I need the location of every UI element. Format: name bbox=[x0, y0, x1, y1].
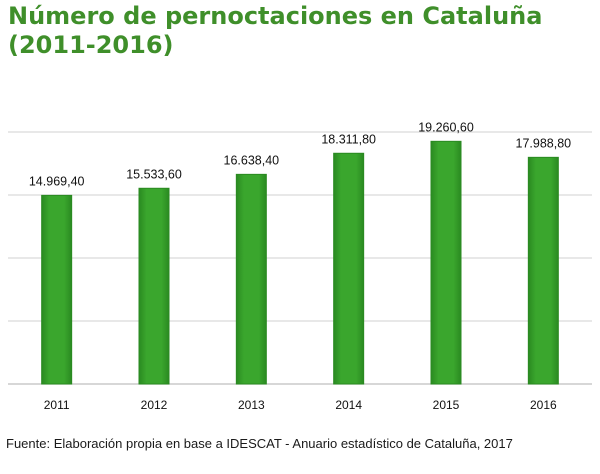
x-tick-label-2016: 2016 bbox=[530, 398, 557, 412]
value-label-2012: 15.533,60 bbox=[126, 167, 182, 181]
x-tick-label-2012: 2012 bbox=[141, 398, 168, 412]
x-tick-label-2011: 2011 bbox=[44, 398, 70, 412]
value-label-2014: 18.311,80 bbox=[321, 132, 376, 146]
bars bbox=[41, 140, 559, 385]
value-label-2011: 14.969,40 bbox=[29, 174, 85, 188]
chart-title-line-2: (2011-2016) bbox=[8, 31, 174, 59]
bar-2013 bbox=[235, 173, 267, 385]
source-note: Fuente: Elaboración propia en base a IDE… bbox=[6, 436, 513, 451]
bar-2015 bbox=[430, 140, 462, 385]
chart-title: Número de pernoctaciones en Cataluña (20… bbox=[8, 2, 598, 60]
bar-2011 bbox=[41, 194, 73, 385]
chart-title-line-1: Número de pernoctaciones en Cataluña bbox=[8, 2, 543, 30]
gridlines bbox=[8, 131, 592, 385]
bar-2016 bbox=[527, 156, 559, 385]
bar-2012 bbox=[138, 187, 170, 385]
value-labels: 14.969,40 15.533,60 16.638,40 18.311,80 19.2… bbox=[29, 120, 571, 188]
value-label-2016: 17.988,80 bbox=[516, 136, 572, 150]
value-label-2013: 16.638,40 bbox=[224, 153, 280, 167]
x-tick-label-2013: 2013 bbox=[238, 398, 265, 412]
x-tick-label-2014: 2014 bbox=[335, 398, 362, 412]
bar-2014 bbox=[333, 152, 365, 385]
x-tick-label-2015: 2015 bbox=[433, 398, 460, 412]
x-axis-tick-labels: 2011 2012 2013 2014 2015 2016 bbox=[44, 398, 557, 412]
value-label-2015: 19.260,60 bbox=[418, 120, 474, 134]
